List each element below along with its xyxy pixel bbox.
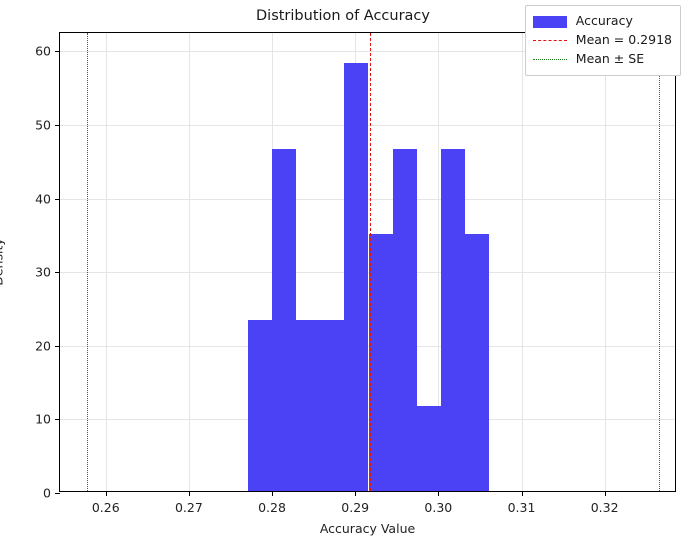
- x-axis-tick-label: 0.26: [91, 500, 120, 515]
- y-axis-tick-label: 40: [35, 191, 51, 207]
- y-axis-tick: [55, 125, 60, 126]
- mean-line: [370, 33, 372, 491]
- chart-title: Distribution of Accuracy: [256, 8, 430, 24]
- se-line: [86, 33, 88, 491]
- gridline-vertical: [188, 33, 190, 491]
- x-axis-tick: [355, 491, 357, 496]
- x-axis-tick-label: 0.29: [341, 500, 370, 515]
- legend-label: Mean = 0.2918: [575, 32, 672, 48]
- legend-item: Mean = 0.2918: [532, 31, 672, 50]
- legend-item: Mean ± SE: [532, 50, 672, 69]
- x-axis-tick-label: 0.30: [424, 500, 453, 515]
- legend-label: Mean ± SE: [575, 51, 645, 67]
- histogram-bar: [296, 320, 321, 491]
- x-axis-tick-label: 0.31: [507, 500, 536, 515]
- gridline-horizontal: [60, 51, 675, 53]
- y-axis-tick: [55, 198, 60, 200]
- x-axis-label: Accuracy Value: [319, 521, 416, 536]
- legend-swatch-dash: [532, 40, 567, 41]
- y-axis-tick-label: 20: [35, 338, 51, 354]
- x-axis-tick-label: 0.28: [258, 500, 286, 515]
- legend-item: Accuracy: [532, 12, 672, 31]
- histogram-bar: [247, 320, 273, 491]
- legend: Accuracy Mean = 0.2918 Mean ± SE: [524, 5, 681, 76]
- y-axis-tick: [55, 272, 60, 274]
- histogram-bar: [464, 234, 490, 491]
- gridline-vertical: [604, 33, 606, 491]
- legend-swatch-dot: [532, 59, 567, 60]
- gridline-vertical: [438, 33, 440, 491]
- y-axis-tick-label: 60: [35, 43, 51, 59]
- y-axis-label: Density: [0, 238, 6, 286]
- se-line: [658, 33, 660, 491]
- histogram-bar: [320, 320, 345, 491]
- y-axis-tick: [55, 51, 60, 53]
- gridline-vertical: [105, 33, 107, 491]
- legend-swatch-patch: [532, 15, 567, 28]
- y-axis-tick-label: 0: [43, 485, 51, 501]
- histogram-bar: [440, 148, 465, 491]
- x-axis-tick: [188, 491, 190, 496]
- y-axis-tick: [55, 493, 60, 494]
- y-axis-tick-label: 10: [35, 411, 51, 427]
- histogram-bar: [392, 148, 417, 491]
- x-axis-tick: [604, 491, 606, 496]
- plot-area: 0 10 20 30 40 50 60 0.26 0.27 0.28 0.29 0.30 0.31 0.3…: [35, 32, 676, 515]
- x-axis-tick-label: 0.27: [174, 500, 203, 515]
- x-axis-tick-label: 0.32: [590, 500, 619, 515]
- x-axis-tick: [105, 491, 107, 496]
- histogram-bar: [344, 62, 369, 491]
- plot-inner: [60, 33, 675, 491]
- x-axis-tick: [521, 491, 523, 496]
- y-axis-tick: [55, 419, 60, 421]
- gridline-vertical: [521, 33, 523, 491]
- histogram-bar: [368, 234, 393, 491]
- y-axis-tick-label: 50: [35, 117, 51, 133]
- histogram-bar: [272, 148, 297, 491]
- y-axis-tick: [55, 345, 60, 347]
- legend-label: Accuracy: [575, 13, 633, 29]
- y-axis-tick-label: 30: [35, 264, 51, 280]
- x-axis-tick: [272, 491, 274, 496]
- x-axis-tick: [438, 491, 440, 496]
- histogram-bar: [416, 405, 441, 491]
